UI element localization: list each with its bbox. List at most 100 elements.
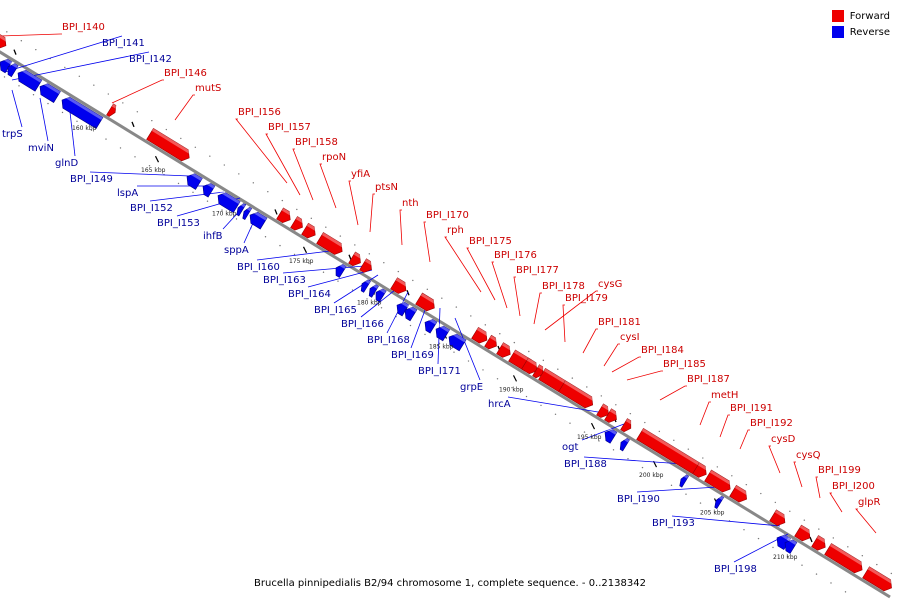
leader-line (454, 317, 481, 381)
map-caption: Brucella pinnipedialis B2/94 chromosome … (254, 578, 646, 589)
gene-label-bpi-i181: BPI_I181 (598, 317, 641, 328)
scale-tick (154, 155, 160, 163)
leader-line (333, 274, 379, 304)
forward-gene-cysd (769, 509, 789, 526)
forward-gene-bpi-i175 (484, 334, 500, 350)
gene-label-sppa: sppA (224, 245, 249, 256)
reverse-gene-sppa (249, 209, 268, 230)
guide-dot (511, 386, 513, 389)
leader-line (583, 456, 684, 465)
guide-dot (470, 315, 472, 317)
gene-label-hrca: hrcA (488, 399, 511, 410)
guide-dot (368, 253, 371, 255)
guide-dot (441, 297, 443, 299)
guide-dot (670, 484, 673, 487)
forward-gene-bpi-i178 (521, 357, 541, 375)
forward-gene-bpi-i199 (811, 535, 829, 551)
track-tick (13, 49, 17, 55)
leader-line (768, 445, 781, 474)
forward-gene-cysg (532, 364, 547, 379)
guide-dot (699, 502, 702, 504)
guide-dot (281, 199, 284, 202)
guide-dot (293, 253, 296, 256)
guide-dot (641, 466, 644, 469)
gene-label-bpi-i177: BPI_I177 (516, 265, 559, 276)
guide-dot (525, 395, 528, 398)
gene-label-bpi-i140: BPI_I140 (62, 22, 105, 33)
gene-label-bpi-i169: BPI_I169 (391, 350, 434, 361)
scale-tick-label: 210 kbp (773, 554, 798, 561)
guide-dot (397, 270, 400, 273)
gene-label-bpi-i165: BPI_I165 (314, 305, 357, 316)
forward-gene-bpi-i176 (496, 342, 514, 358)
forward-gene-ptsn (359, 258, 375, 273)
reverse-gene-bpi-i152 (217, 189, 241, 213)
leader-line (636, 486, 719, 493)
guide-dot (3, 76, 6, 78)
gene-label-muts: mutS (195, 83, 221, 94)
guide-dot (192, 191, 194, 194)
guide-dot (801, 564, 803, 566)
guide-dot (426, 288, 429, 291)
guide-dot (786, 555, 789, 558)
gene-label-bpi-i141: BPI_I141 (102, 38, 145, 49)
leader-line (699, 401, 711, 426)
guide-dot (165, 128, 168, 131)
reverse-gene-hrca (604, 426, 618, 444)
guide-dot (743, 529, 745, 531)
track-tick (274, 209, 278, 215)
gene-label-rpon: rpoN (322, 152, 346, 163)
guide-dot (774, 501, 777, 504)
guide-dot (818, 528, 820, 530)
gene-label-bpi-i199: BPI_I199 (818, 465, 861, 476)
reverse-gene-bpi-i188 (679, 473, 690, 488)
guide-dot (830, 582, 832, 584)
guide-dot (409, 324, 412, 327)
guide-dot (815, 573, 818, 575)
guide-dot (267, 190, 269, 193)
guide-dot (6, 31, 8, 33)
guide-dot (760, 492, 762, 495)
leader-line (11, 89, 23, 128)
leader-line (739, 429, 750, 450)
guide-dot (18, 85, 20, 87)
reverse-gene-grpe (448, 331, 467, 352)
gene-label-bpi-i200: BPI_I200 (832, 481, 875, 492)
gene-label-cysd: cysD (771, 434, 796, 445)
leader-line (466, 247, 496, 301)
leader-line (719, 414, 730, 438)
leader-line (829, 492, 843, 513)
gene-label-bpi-i170: BPI_I170 (426, 210, 469, 221)
guide-dot (861, 554, 864, 557)
guide-dot (151, 119, 153, 122)
reverse-gene-bpi-i168 (404, 304, 418, 322)
gene-label-bpi-i149: BPI_I149 (70, 174, 113, 185)
gene-label-yfia: yfiA (351, 169, 370, 180)
legend-forward-label: Forward (849, 10, 890, 22)
gene-label-bpi-i198: BPI_I198 (714, 564, 757, 575)
gene-label-meth: metH (711, 390, 738, 401)
guide-dot (673, 439, 675, 441)
reverse-gene-glnd (61, 94, 104, 129)
reverse-gene-bpi-i153 (236, 202, 247, 217)
guide-dot (629, 412, 632, 415)
guide-dot (569, 422, 571, 424)
gene-label-bpi-i176: BPI_I176 (494, 250, 537, 261)
leader-line (423, 221, 431, 263)
gene-label-trps: trpS (2, 129, 23, 140)
leader-line (815, 476, 821, 499)
reverse-gene-bpi-i165 (375, 286, 387, 303)
leader-line (581, 423, 625, 441)
guide-dot (136, 111, 139, 113)
guide-dot (134, 156, 136, 158)
guide-dot (322, 271, 325, 273)
reverse-gene-bpi-i142 (7, 61, 19, 78)
guide-dot (803, 519, 806, 521)
guide-dot (453, 351, 455, 353)
leader-line (89, 171, 191, 177)
guide-dot (847, 546, 849, 548)
gene-label-bpi-i185: BPI_I185 (663, 359, 706, 370)
guide-dot (35, 48, 37, 51)
gene-label-bpi-i188: BPI_I188 (564, 459, 607, 470)
track-tick (131, 121, 135, 128)
